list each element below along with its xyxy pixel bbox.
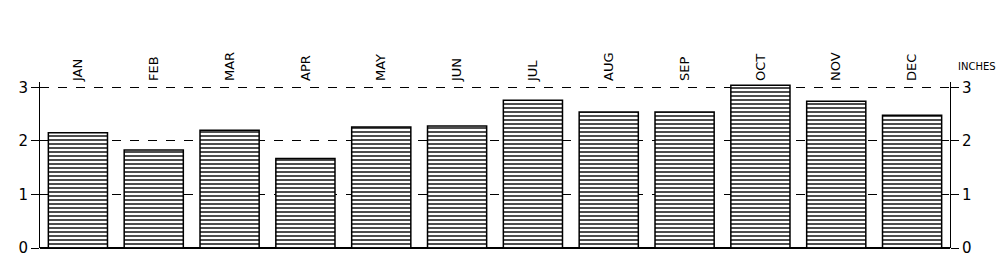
svg-text:NOV: NOV (828, 52, 843, 81)
svg-text:AUG: AUG (601, 53, 616, 81)
svg-text:APR: APR (298, 55, 313, 81)
svg-text:DEC: DEC (904, 54, 919, 81)
svg-text:1: 1 (962, 186, 972, 204)
svg-text:MAR: MAR (222, 52, 237, 81)
svg-text:JUN: JUN (449, 58, 464, 82)
svg-text:JAN: JAN (70, 59, 85, 82)
svg-text:0: 0 (18, 239, 28, 257)
svg-text:2: 2 (962, 132, 972, 150)
svg-text:MAY: MAY (373, 54, 388, 81)
svg-text:INCHES: INCHES (958, 61, 996, 72)
svg-text:JUL: JUL (525, 60, 540, 82)
svg-text:FEB: FEB (146, 56, 161, 81)
svg-text:1: 1 (18, 186, 28, 204)
svg-text:3: 3 (18, 79, 28, 97)
svg-text:OCT: OCT (753, 54, 768, 81)
svg-text:2: 2 (18, 132, 28, 150)
svg-text:SEP: SEP (677, 57, 692, 81)
svg-text:0: 0 (962, 239, 972, 257)
svg-text:3: 3 (962, 79, 972, 97)
